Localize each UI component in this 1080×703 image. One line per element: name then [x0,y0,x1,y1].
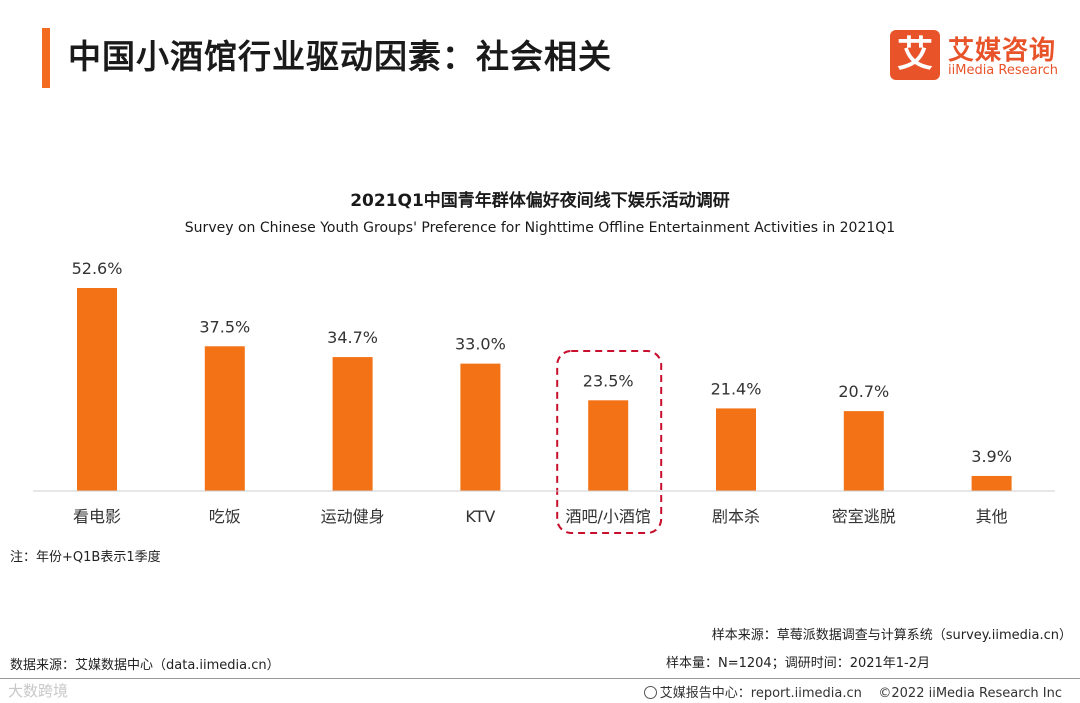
value-label-6: 20.7% [838,382,889,401]
highlight-box [556,350,663,534]
report-center-link[interactable]: 艾媒报告中心：report.iimedia.cn [659,686,862,701]
value-label-5: 21.4% [711,379,762,398]
copyright: ©2022 iiMedia Research Inc [878,686,1062,701]
bar-0 [77,288,117,491]
chart-subtitle: Survey on Chinese Youth Groups' Preferen… [184,220,896,236]
globe-icon [643,686,657,699]
category-label-0: 看电影 [73,507,121,526]
bar-6 [843,411,884,491]
value-label-4: 23.5% [583,371,634,390]
logo-mark: 艾 [890,30,940,80]
bar-7 [971,475,1012,491]
category-label-2: 运动健身 [321,507,385,526]
page-title: 中国小酒馆行业驱动因素：社会相关 [68,37,612,76]
value-label-0: 52.6% [72,259,123,278]
value-label-1: 37.5% [199,317,250,336]
bar-2 [332,357,373,491]
category-label-6: 密室逃脱 [832,507,896,526]
chart-note: 注：年份+Q1B表示1季度 [10,550,161,565]
footer-credits: 艾媒报告中心：report.iimedia.cn ©2022 iiMedia R… [643,682,1062,701]
category-label-1: 吃饭 [209,507,241,526]
category-label-7: 其他 [976,507,1008,526]
value-label-3: 33.0% [455,335,506,354]
logo-en-text: iiMedia Research [948,63,1059,78]
data-source: 数据来源：艾媒数据中心（data.iimedia.cn） [10,658,280,673]
footer-divider [0,678,1080,679]
category-label-4: 酒吧/小酒馆 [565,507,650,526]
brand-logo: 艾 艾媒咨询 iiMedia Research [890,30,1065,84]
sample-source: 样本来源：草莓派数据调查与计算系统（survey.iimedia.cn） [711,628,1072,643]
category-label-3: KTV [465,507,495,526]
bar-3 [460,363,501,491]
category-label-5: 剧本杀 [712,507,760,526]
value-label-2: 34.7% [327,328,378,347]
sample-size: 样本量：N=1204；调研时间：2021年1-2月 [666,656,931,671]
logo-cn-text: 艾媒咨询 [948,36,1057,66]
chart-title: 2021Q1中国青年群体偏好夜间线下娱乐活动调研 [350,191,730,211]
value-label-7: 3.9% [971,447,1012,466]
bar-5 [716,408,756,491]
bar-1 [204,346,245,491]
bar-4 [588,400,629,491]
watermark: 大数跨境 [8,682,69,700]
title-accent-bar [42,28,50,88]
